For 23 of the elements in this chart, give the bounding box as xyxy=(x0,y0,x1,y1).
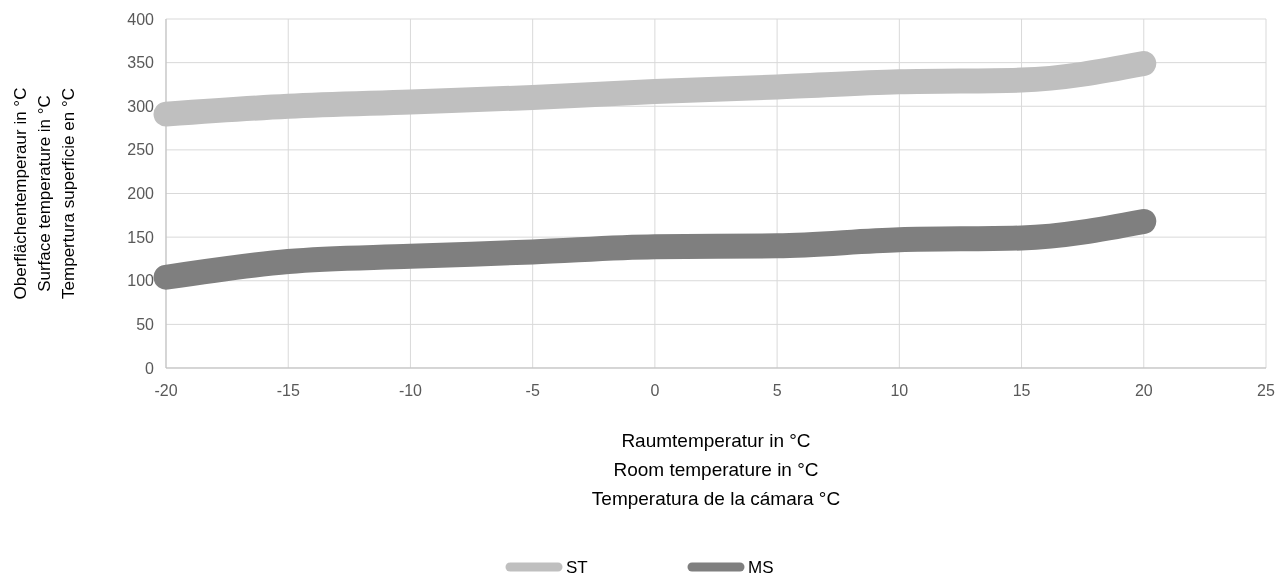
x-axis-title: Raumtemperatur in °C Room temperature in °C Temperatura de la cámara °C xyxy=(591,430,841,509)
x-tick-label: 15 xyxy=(1012,382,1031,399)
y-tick-label: 100 xyxy=(127,272,155,290)
x-tick-label: -5 xyxy=(525,382,540,399)
y-tick-label: 50 xyxy=(136,315,155,333)
y-tick-label: 400 xyxy=(127,10,155,28)
x-tick-label: -20 xyxy=(154,382,178,399)
y-tick-label: 250 xyxy=(127,141,155,159)
y-tick-label: 0 xyxy=(145,359,155,377)
y-tick-label: 350 xyxy=(127,54,155,72)
legend-label: MS xyxy=(748,558,774,577)
x-tick-label: 20 xyxy=(1134,382,1153,399)
x-tick-label: -15 xyxy=(276,382,300,399)
y-tick-label: 150 xyxy=(127,228,155,246)
x-tick-label: 0 xyxy=(650,382,660,399)
x-tick-label: 25 xyxy=(1257,382,1275,399)
legend-label: ST xyxy=(566,558,588,577)
y-tick-label: 300 xyxy=(127,97,155,115)
x-tick-label: 5 xyxy=(772,382,782,399)
y-axis-title: Oberflächentemperaur in °C Surface temperature in °C Tempertura superficie en °C xyxy=(11,87,78,300)
x-tick-label: 10 xyxy=(890,382,909,399)
y-tick-label: 200 xyxy=(127,185,155,203)
x-tick-label: -10 xyxy=(398,382,423,399)
